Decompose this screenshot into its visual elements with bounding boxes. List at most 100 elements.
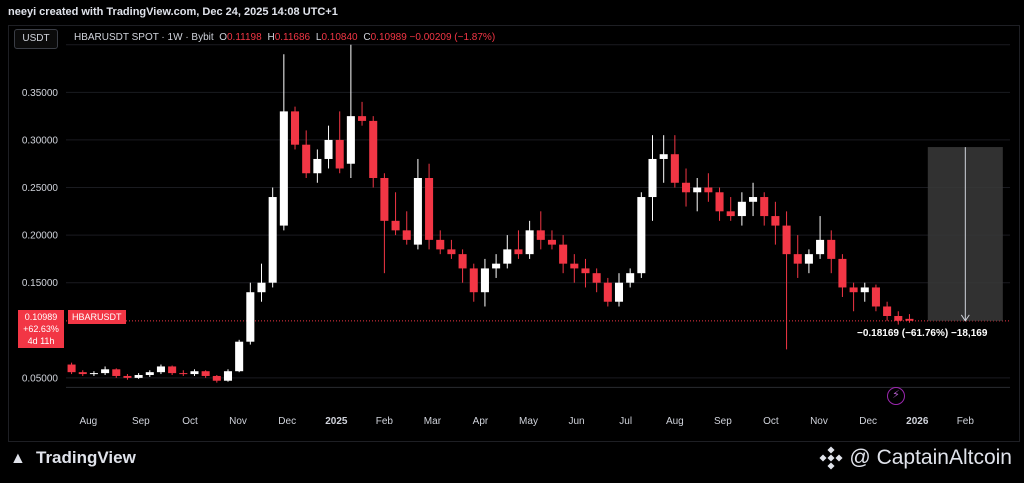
candle-body: [804, 254, 813, 264]
candle-body: [324, 139, 333, 159]
measure-arrowhead: [960, 314, 970, 322]
measure-label: −0.18169 (−61.76%) −18,169: [857, 328, 988, 339]
x-tick-label: Aug: [666, 416, 684, 427]
candle-body: [782, 225, 791, 255]
x-tick-label: Jul: [619, 416, 632, 427]
x-tick-label: Nov: [810, 416, 828, 427]
candle-body: [358, 116, 367, 121]
candle-body: [715, 192, 724, 212]
currency-button[interactable]: USDT: [14, 29, 58, 49]
binance-diamond-icon: [819, 446, 843, 470]
candle-body: [89, 373, 98, 375]
candle-body: [447, 249, 456, 255]
legend-low-value: 0.10840: [321, 32, 358, 43]
candle-body: [290, 111, 300, 145]
x-tick-label: Mar: [424, 416, 442, 427]
candle-countdown: 4d 11h: [27, 336, 55, 346]
candle-body: [670, 154, 679, 183]
candle-body: [369, 120, 378, 179]
candle-body: [860, 287, 869, 293]
legend-high-label: H: [267, 32, 275, 43]
candle-body: [112, 369, 121, 376]
candle-body: [302, 144, 311, 174]
chart-frame: [8, 25, 1020, 442]
candle-body: [223, 371, 233, 381]
brand-name: TradingView: [36, 448, 136, 467]
candle-body: [480, 268, 489, 293]
candle-body: [201, 371, 210, 376]
x-tick-label: Nov: [229, 416, 247, 427]
candle-body: [559, 244, 568, 264]
candle-body: [514, 249, 523, 255]
candle-body: [246, 292, 255, 342]
candle-body: [737, 201, 746, 217]
y-tick-label: 0.05000: [22, 373, 59, 384]
candle-body: [268, 197, 277, 283]
candle-body: [335, 139, 344, 169]
candle-body: [503, 249, 512, 264]
current-price-marker: 0.10989 +62.63% 4d 11h: [18, 310, 64, 348]
candle-body: [179, 373, 188, 375]
x-tick-label: Feb: [957, 416, 975, 427]
y-tick-label: 0.15000: [22, 278, 59, 289]
ohlc-legend: HBARUSDT SPOT · 1W · Bybit O0.11198 H 0.1…: [74, 32, 498, 43]
candle-body: [793, 254, 802, 264]
x-tick-label: Dec: [278, 416, 296, 427]
y-tick-label: 0.20000: [22, 231, 59, 242]
candle-body: [346, 116, 355, 164]
legend-close-label: C: [363, 32, 371, 43]
candle-body: [592, 273, 601, 283]
candle-body: [637, 197, 646, 274]
x-tick-label: Dec: [859, 416, 877, 427]
candle-body: [145, 372, 154, 376]
candle-body: [67, 364, 76, 373]
candle-body: [704, 187, 713, 193]
candle-body: [134, 375, 143, 378]
candle-body: [659, 154, 668, 159]
candle-body: [894, 316, 903, 321]
candle-body: [816, 239, 825, 255]
x-tick-label: Oct: [763, 416, 779, 427]
y-tick-label: 0.30000: [22, 135, 59, 146]
tradingview-brand: ▲ TradingView: [10, 448, 136, 468]
candle-body: [771, 216, 780, 226]
candle-body: [492, 263, 501, 269]
candle-body: [436, 239, 445, 250]
candle-body: [78, 372, 87, 375]
captainaltcoin-watermark: @ CaptainAltcoin: [819, 446, 1012, 470]
x-tick-label: Sep: [132, 416, 150, 427]
chart-attribution: neeyi created with TradingView.com, Dec …: [8, 6, 338, 18]
candle-body: [849, 287, 858, 293]
legend-open-value: 0.11198: [227, 32, 262, 43]
x-tick-label: Feb: [376, 416, 394, 427]
candle-body: [391, 220, 400, 231]
candle-body: [123, 375, 132, 378]
x-tick-label: Jun: [568, 416, 584, 427]
x-tick-label: Sep: [714, 416, 732, 427]
watermark-text: @ CaptainAltcoin: [849, 446, 1012, 469]
candle-body: [156, 366, 165, 373]
candle-body: [257, 282, 266, 293]
candle-body: [648, 158, 657, 198]
legend-low-label: L: [315, 32, 322, 43]
legend-open-label: O: [219, 32, 227, 43]
candle-body: [235, 341, 244, 372]
candle-body: [458, 254, 467, 269]
y-tick-label: 0.25000: [22, 183, 59, 194]
candle-body: [749, 197, 758, 202]
candle-body: [212, 375, 221, 381]
candle-body: [726, 211, 735, 217]
x-tick-label: 2026: [906, 416, 929, 427]
candle-body: [905, 318, 914, 321]
candle-body: [525, 230, 534, 255]
legend-symbol: HBARUSDT SPOT · 1W · Bybit: [74, 32, 214, 43]
candle-body: [190, 371, 199, 375]
price-change: +62.63%: [23, 324, 59, 334]
lightning-icon[interactable]: ⚡: [887, 387, 905, 405]
tradingview-logo-icon: ▲: [10, 450, 26, 467]
candle-body: [682, 182, 691, 193]
candle-body: [536, 230, 545, 240]
x-tick-label: Aug: [79, 416, 97, 427]
candle-body: [760, 197, 769, 217]
